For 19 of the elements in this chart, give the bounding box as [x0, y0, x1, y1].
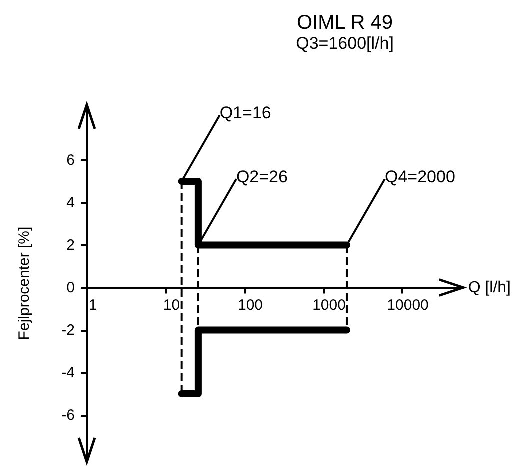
y-tick-label: 2: [66, 236, 75, 254]
y-axis-title: Fejlprocenter [%]: [16, 226, 33, 340]
chart-subtitle: Q3=1600[l/h]: [296, 34, 394, 53]
y-tick-label: -6: [62, 406, 75, 424]
x-tick-label: 10: [163, 296, 180, 314]
x-tick-label: 10000: [387, 296, 429, 314]
x-tick-label: 1000: [312, 296, 346, 314]
x-axis-title: Q [l/h]: [468, 279, 512, 296]
annotation: Q2=26: [236, 167, 288, 186]
y-tick-label: 6: [66, 152, 75, 169]
x-tick-label: 100: [238, 296, 264, 314]
annotation: Q1=16: [220, 104, 272, 122]
annotation: Q4=2000: [384, 167, 456, 186]
chart-title: OIML R 49: [297, 12, 393, 34]
x-tick-label: 1: [88, 296, 98, 314]
y-tick-label: 4: [66, 194, 75, 212]
y-tick-label: 0: [66, 279, 75, 296]
y-tick-label: -2: [62, 322, 75, 339]
y-tick-label: -4: [62, 364, 75, 382]
